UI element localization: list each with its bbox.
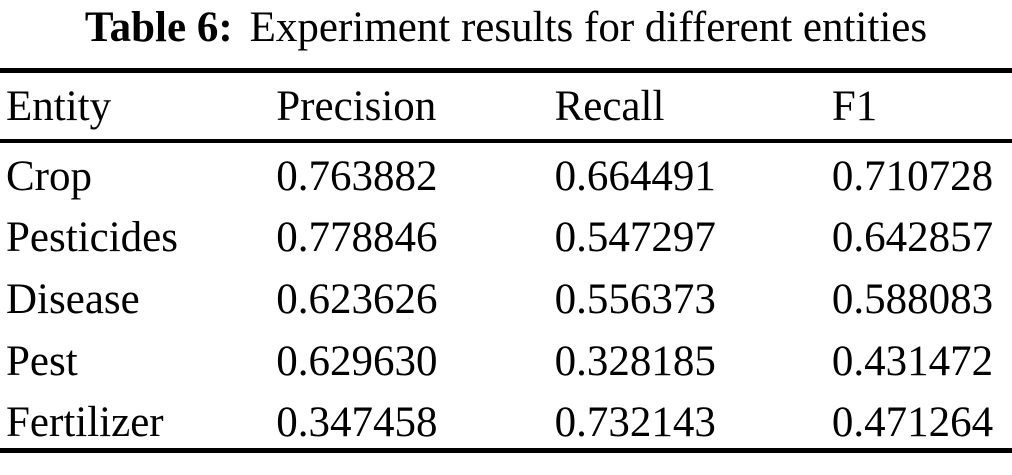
precision-cell: 0.763882	[276, 153, 438, 201]
column-header-recall: Recall	[554, 82, 665, 130]
recall-cell: 0.664491	[554, 153, 716, 201]
column-header-f1: F1	[831, 82, 878, 130]
recall-cell: 0.328185	[554, 338, 716, 386]
recall-cell: 0.732143	[554, 399, 716, 447]
table-row: Pest 0.629630 0.328185 0.431472	[0, 327, 1012, 389]
recall-cell: 0.547297	[554, 214, 716, 262]
f1-cell: 0.471264	[831, 399, 994, 447]
precision-cell: 0.623626	[276, 276, 438, 324]
table-caption-label: Table 6:	[84, 4, 233, 51]
entity-cell: Crop	[6, 153, 92, 201]
entity-cell: Fertilizer	[6, 399, 164, 447]
f1-cell: 0.431472	[831, 338, 994, 386]
table-row: Disease 0.623626 0.556373 0.588083	[0, 265, 1012, 327]
f1-cell: 0.710728	[831, 153, 994, 201]
column-header-entity: Entity	[6, 82, 112, 130]
entity-cell: Disease	[6, 276, 140, 324]
precision-cell: 0.347458	[276, 399, 438, 447]
precision-cell: 0.778846	[276, 214, 438, 262]
table-row: Fertilizer 0.347458 0.732143 0.471264	[0, 389, 1012, 451]
table-row: Crop 0.763882 0.664491 0.710728	[0, 141, 1012, 203]
entity-cell: Pesticides	[6, 214, 178, 262]
table-row: Pesticides 0.778846 0.547297 0.642857	[0, 203, 1012, 265]
table-header-row: Entity Precision Recall F1	[0, 71, 1012, 141]
results-table: Entity Precision Recall F1 Crop 0.763882…	[0, 68, 1012, 454]
table-caption: Table 6: Experiment results for different…	[0, 0, 1012, 52]
precision-cell: 0.629630	[276, 338, 438, 386]
recall-cell: 0.556373	[554, 276, 716, 324]
column-header-precision: Precision	[276, 82, 437, 130]
table-caption-text: Experiment results for different entitie…	[249, 4, 928, 51]
f1-cell: 0.588083	[831, 276, 994, 324]
entity-cell: Pest	[6, 338, 78, 386]
f1-cell: 0.642857	[831, 214, 994, 262]
